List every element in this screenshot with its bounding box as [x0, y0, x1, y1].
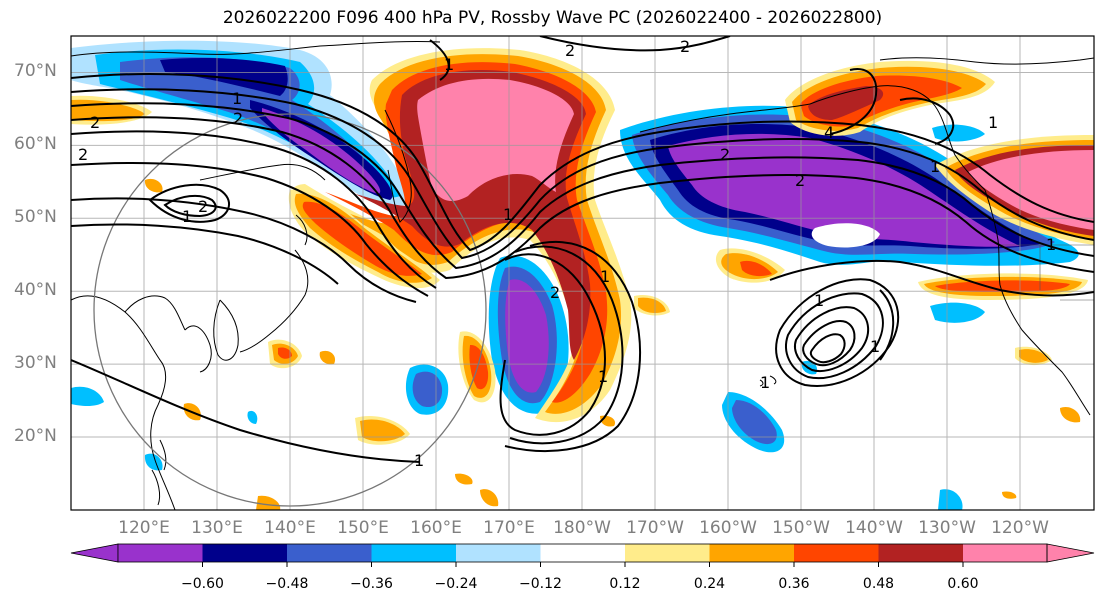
contour-label: 2 [720, 145, 730, 164]
colorbar-tick-label: 0.12 [609, 576, 641, 592]
distance-circle [93, 113, 487, 507]
colorbar-tick-label: 0.60 [947, 576, 979, 592]
longitude-label: 130°E [191, 518, 243, 538]
colorbar-tick-label: 0.36 [778, 576, 810, 592]
colorbar-segment [456, 544, 541, 562]
longitude-label: 130°W [918, 518, 976, 538]
longitude-label: 140°W [845, 518, 903, 538]
colorbar-extend-low [70, 543, 119, 563]
colorbar-tick-label: 0.24 [693, 576, 726, 592]
latitude-label: 50°N [14, 207, 57, 227]
contour-label: 1 [600, 267, 610, 286]
contour-label: 2 [198, 197, 208, 216]
contour-label: 2 [90, 113, 100, 132]
contour-label: 1 [444, 55, 454, 74]
contour-label: 1 [232, 89, 242, 108]
contour-label: 2 [78, 145, 88, 164]
latitude-label: 60°N [14, 134, 57, 154]
colorbar-segment [118, 544, 203, 562]
colorbar-tick-label: −0.36 [350, 576, 393, 592]
contour-label: 2 [550, 283, 560, 302]
contour-label: 1 [870, 337, 880, 356]
colorbar-segment [625, 544, 710, 562]
colorbar [70, 543, 1095, 567]
longitude-label: 160°W [699, 518, 757, 538]
contour-label: 4 [824, 123, 834, 142]
colorbar-segment [287, 544, 372, 562]
colorbar-tick-label: −0.24 [434, 576, 478, 592]
contour-label: 1 [182, 207, 192, 226]
contour-label: 1 [598, 367, 608, 386]
colorbar-segment [540, 544, 625, 562]
contour-label: 2 [795, 171, 805, 190]
contour-label: 1 [760, 373, 770, 392]
contour-label: 1 [988, 113, 998, 132]
longitude-label: 120°E [118, 518, 170, 538]
colorbar-segment [794, 544, 879, 562]
longitude-label: 180°W [553, 518, 611, 538]
map-title: 2026022200 F096 400 hPa PV, Rossby Wave … [222, 8, 883, 28]
pv-contours [71, 36, 1094, 463]
colorbar-segment [878, 544, 963, 562]
colorbar-segment [202, 544, 287, 562]
colorbar-extend-high [1046, 543, 1095, 563]
colorbar-tick-label: 0.48 [862, 576, 895, 592]
colorbar-segment [963, 544, 1047, 562]
contour-label: 1 [930, 157, 940, 176]
longitude-label: 170°E [483, 518, 535, 538]
contour-label: 1 [414, 451, 424, 470]
contour-label: 2 [233, 109, 243, 128]
longitude-label: 150°E [337, 518, 389, 538]
graticule [71, 36, 1094, 510]
longitude-label: 140°E [264, 518, 316, 538]
contour-label: 1 [814, 291, 824, 310]
latitude-label: 20°N [14, 426, 57, 446]
colorbar-segment [709, 544, 794, 562]
colorbar-tick-label: −0.48 [265, 576, 309, 592]
latitude-label: 70°N [14, 61, 57, 81]
contour-label: 1 [1046, 235, 1056, 254]
longitude-label: 120°W [991, 518, 1049, 538]
map-frame [70, 35, 1095, 511]
contour-label: 2 [565, 41, 575, 60]
colorbar-tick-label: −0.12 [519, 576, 562, 592]
longitude-label: 150°W [772, 518, 830, 538]
contour-labels: 2 1 2 2 1 2 2 1 2 1 1 1 2 2 1 1 1 1 1 1 … [78, 37, 1056, 470]
colorbar-tick-label: −0.60 [181, 576, 224, 592]
longitude-label: 170°W [626, 518, 684, 538]
latitude-label: 40°N [14, 280, 57, 300]
longitude-label: 160°E [410, 518, 462, 538]
colorbar-segment [371, 544, 456, 562]
coastlines [71, 40, 1094, 510]
contour-label: 1 [503, 205, 513, 224]
latitude-label: 30°N [14, 353, 57, 373]
contour-label: 2 [680, 37, 690, 56]
